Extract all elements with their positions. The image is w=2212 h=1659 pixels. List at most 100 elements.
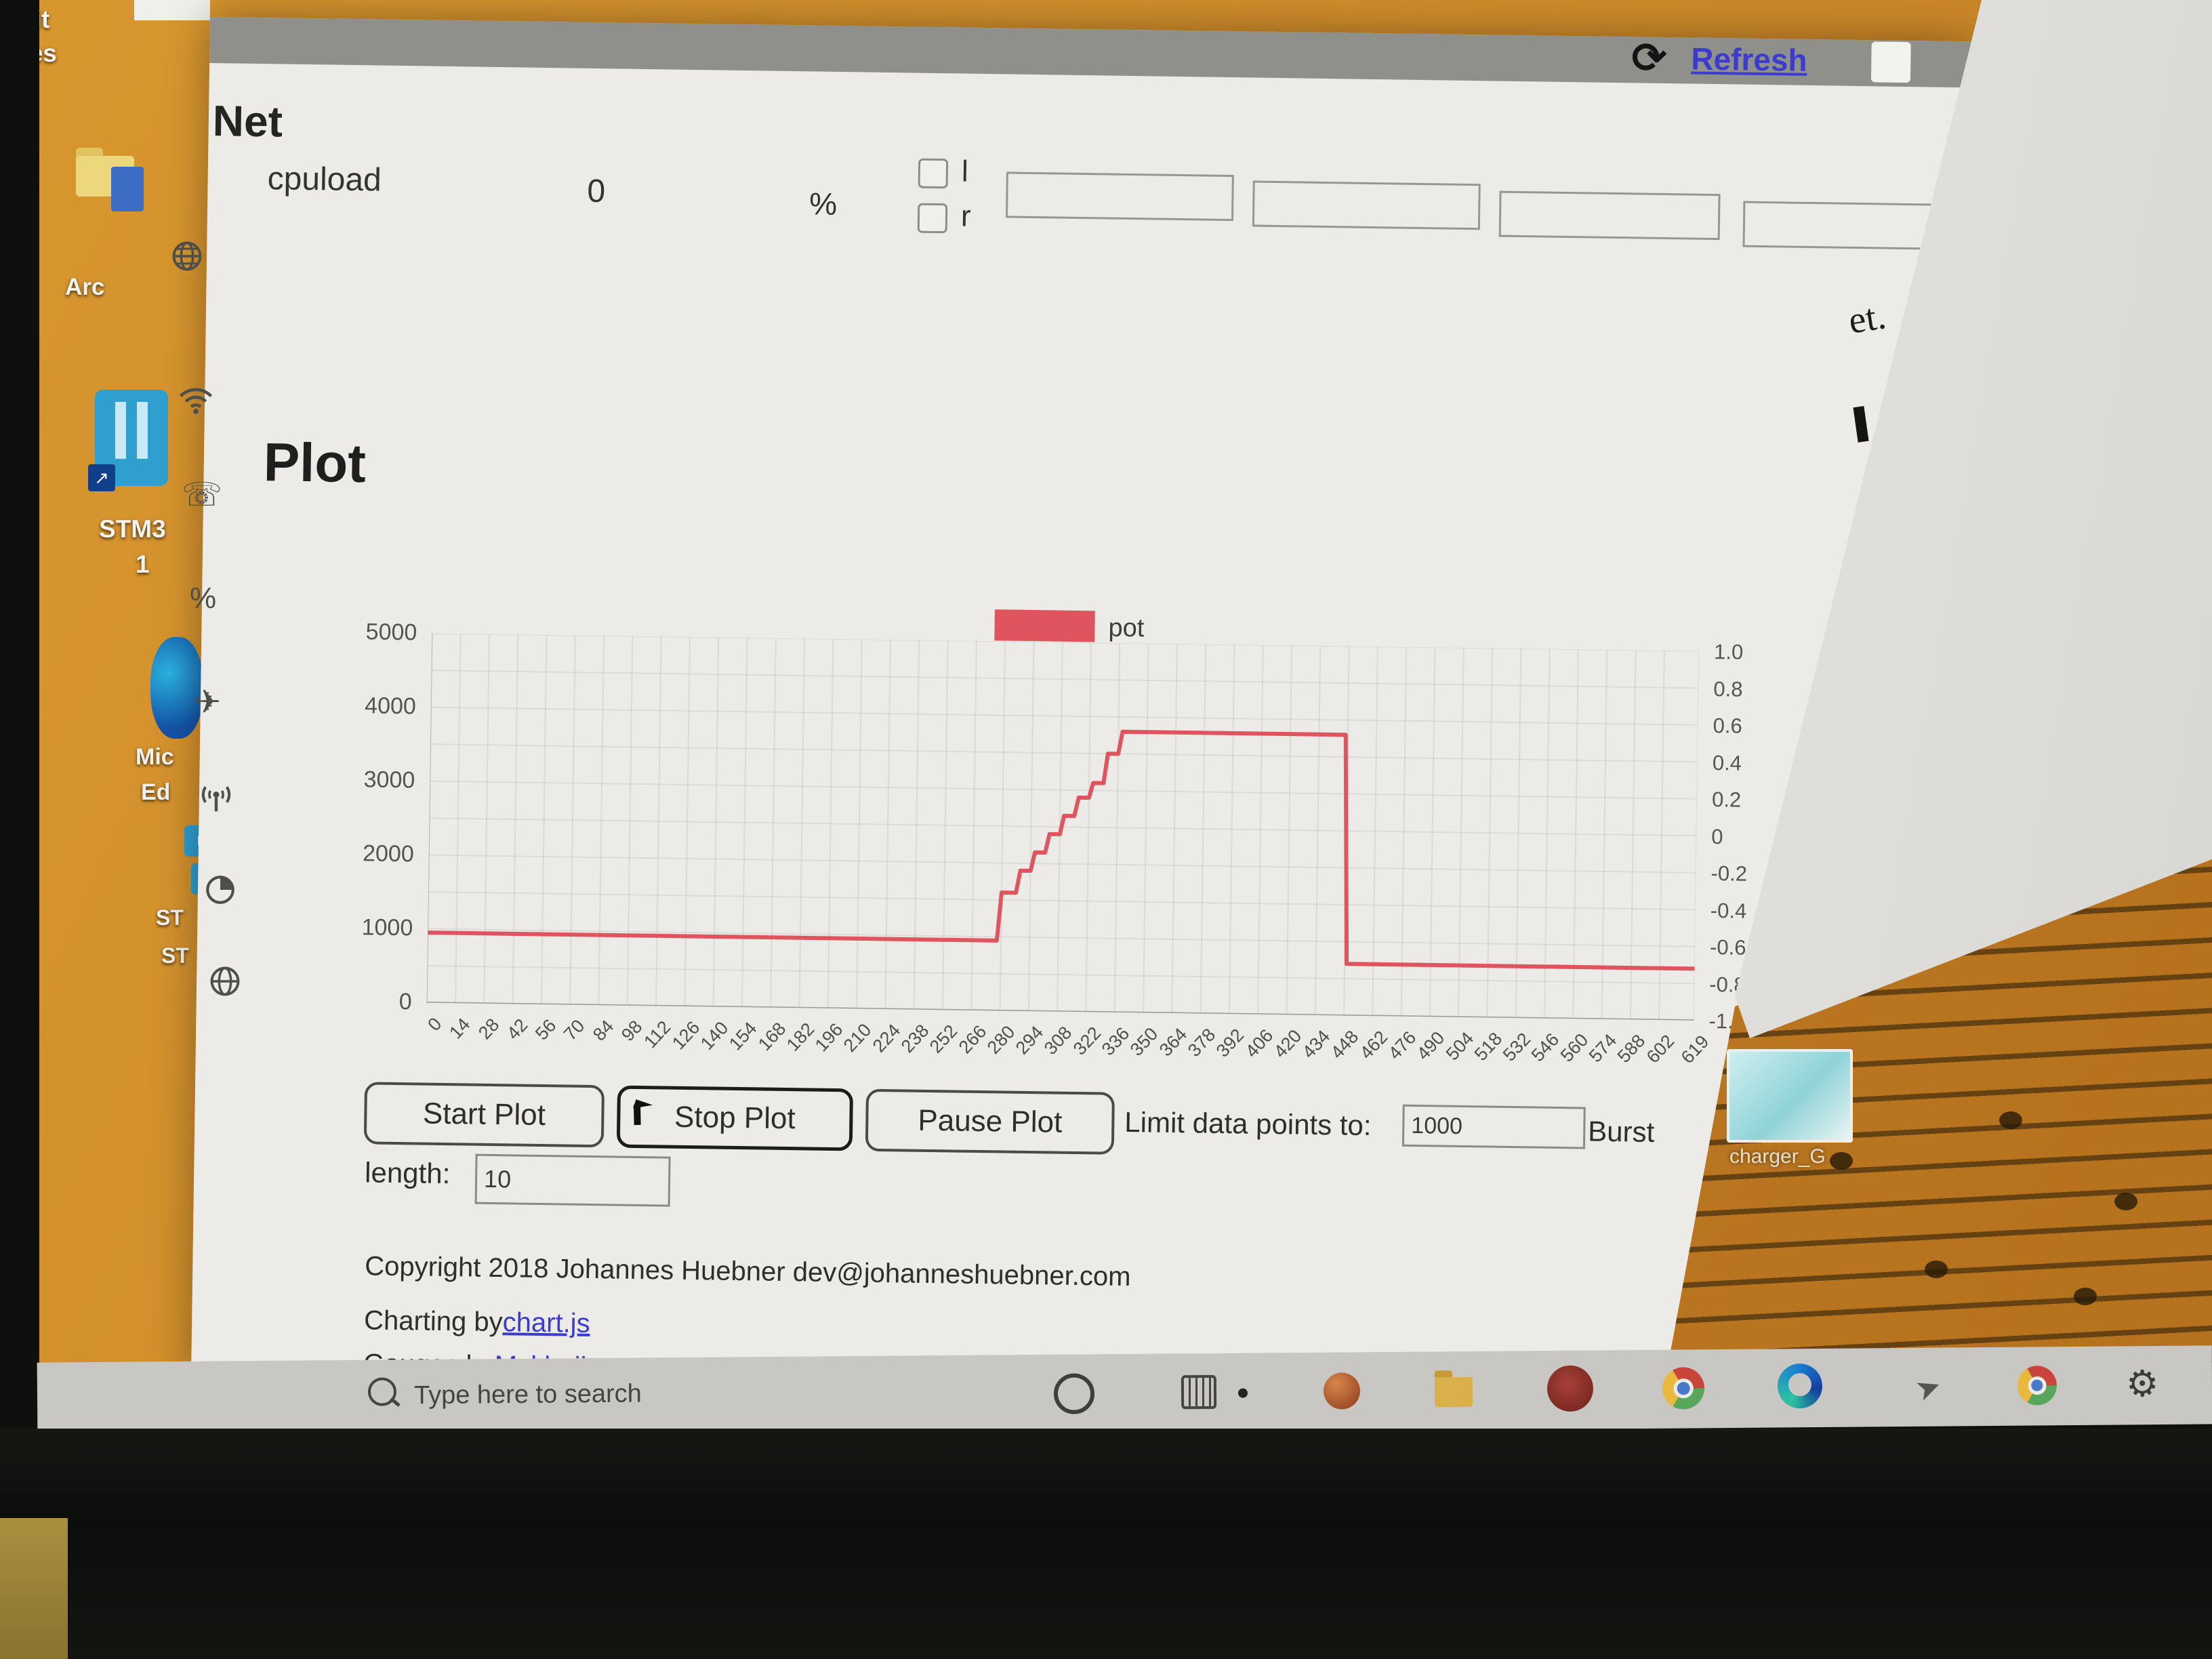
- task-view-icon[interactable]: [1181, 1374, 1217, 1410]
- icon-bar: [137, 402, 148, 459]
- background-object: [0, 1518, 68, 1659]
- checkbox-left[interactable]: [918, 158, 949, 189]
- yrtick-label: -0.4: [1710, 898, 1747, 923]
- phone-icon[interactable]: ☏: [182, 477, 223, 513]
- search-icon: [367, 1377, 397, 1406]
- value-input-3[interactable]: [1498, 190, 1721, 241]
- copyright-text: Copyright 2018 Johannes Huebner dev@joha…: [364, 1251, 1131, 1292]
- refresh-link[interactable]: Refresh: [1690, 41, 1807, 78]
- desktop-icon-label-mic[interactable]: Mic: [136, 744, 174, 770]
- page-title: Plot: [263, 432, 367, 494]
- ytick-label: 3000: [363, 766, 415, 794]
- ytick-label: 0: [398, 989, 413, 1015]
- xtick-label: 224: [868, 1020, 905, 1057]
- value-input-2[interactable]: [1252, 180, 1481, 230]
- xtick-label: 56: [531, 1015, 560, 1044]
- yrtick-label: 1.0: [1713, 640, 1744, 664]
- xtick-label: 504: [1441, 1027, 1477, 1065]
- cortana-icon[interactable]: [1053, 1373, 1095, 1414]
- desktop-icon-label-stm3-2[interactable]: 1: [136, 550, 150, 578]
- xtick-label: 518: [1470, 1028, 1507, 1065]
- xtick-label: 98: [617, 1016, 647, 1046]
- browser-page: ⟳ Refresh Net cpuload 0 % l r Plot pot 5…: [190, 17, 1972, 1412]
- edge-icon[interactable]: [1777, 1363, 1823, 1409]
- yrtick-label: 0.2: [1711, 787, 1742, 812]
- xtick-label: 294: [1011, 1022, 1048, 1059]
- xtick-label: 350: [1126, 1023, 1162, 1060]
- cursor-arrow-icon[interactable]: ➤: [1910, 1368, 1946, 1408]
- checkbox-right-label: r: [960, 199, 971, 233]
- legend-label: pot: [1108, 613, 1145, 643]
- xtick-label: 490: [1413, 1027, 1449, 1064]
- burst-label-part1: Burst: [1587, 1115, 1655, 1148]
- antenna-icon[interactable]: [198, 781, 234, 823]
- start-plot-button[interactable]: Start Plot: [363, 1082, 605, 1148]
- limit-data-points-input[interactable]: [1401, 1104, 1586, 1149]
- desktop-icon-label-stm3[interactable]: STM3: [99, 515, 166, 543]
- xtick-label: 434: [1298, 1025, 1334, 1063]
- stm32-app-icon[interactable]: ↗: [88, 390, 168, 491]
- folder-icon[interactable]: [76, 148, 144, 211]
- xtick-label: 532: [1498, 1029, 1535, 1065]
- refresh-icon[interactable]: ⟳: [1631, 35, 1667, 83]
- taskbar-search-input[interactable]: Type here to search: [413, 1379, 642, 1410]
- chart-canvas: [426, 633, 1700, 1021]
- globe-icon[interactable]: [207, 964, 243, 1007]
- document-icon: [111, 167, 144, 211]
- chrome-icon[interactable]: [2017, 1366, 2057, 1406]
- checkbox-left-label: l: [961, 155, 969, 188]
- red-browser-icon[interactable]: [1547, 1365, 1594, 1412]
- xtick-label: 182: [782, 1019, 819, 1055]
- xtick-label: 560: [1556, 1029, 1593, 1066]
- desktop-icon-label-ed[interactable]: Ed: [141, 779, 171, 805]
- edge-browser-icon[interactable]: [150, 637, 203, 739]
- burst-length-input[interactable]: [474, 1153, 671, 1207]
- xtick-label: 112: [640, 1017, 675, 1052]
- pie-chart-icon[interactable]: [203, 873, 237, 915]
- xtick-label: 364: [1155, 1024, 1191, 1061]
- xtick-label: 14: [445, 1014, 474, 1043]
- percent-icon[interactable]: %: [190, 581, 217, 615]
- checkbox-right[interactable]: [917, 203, 948, 234]
- chartjs-link[interactable]: chart.js: [502, 1307, 590, 1339]
- xtick-label: 378: [1183, 1024, 1220, 1061]
- screen-bezel: [0, 0, 39, 1659]
- xtick-label: 42: [502, 1015, 532, 1044]
- yrtick-label: 0.8: [1713, 676, 1743, 701]
- yrtick-label: 0.6: [1713, 714, 1742, 738]
- xtick-label: 619: [1677, 1031, 1713, 1068]
- wallpaper-photo-thumbnail: [1727, 1049, 1853, 1143]
- pause-plot-button[interactable]: Pause Plot: [865, 1088, 1115, 1155]
- settings-gear-icon[interactable]: ⚙: [2125, 1364, 2159, 1405]
- legend-swatch: [994, 609, 1095, 642]
- ytick-label: 5000: [365, 619, 417, 646]
- stop-plot-button[interactable]: Stop Plot: [616, 1085, 854, 1151]
- xtick-label: 266: [954, 1021, 991, 1058]
- chrome-icon[interactable]: [1662, 1367, 1705, 1410]
- xtick-label: 28: [474, 1014, 504, 1044]
- xtick-label: 280: [983, 1021, 1019, 1058]
- xtick-label: 588: [1614, 1030, 1650, 1067]
- xtick-label: 126: [668, 1017, 704, 1054]
- xtick-label: 154: [725, 1018, 761, 1054]
- desktop-icon-label-st2[interactable]: ST: [161, 943, 189, 968]
- paper-text-fragment: et.: [1845, 295, 1889, 342]
- xtick-label: 210: [840, 1019, 876, 1056]
- charting-prefix: Charting by: [363, 1305, 504, 1338]
- wifi-icon[interactable]: [178, 384, 214, 423]
- desktop-icon-label-arc[interactable]: Arc: [65, 274, 105, 300]
- desktop-icon-label-st1[interactable]: ST: [156, 905, 184, 930]
- file-explorer-icon[interactable]: [1434, 1376, 1473, 1408]
- value-input-1[interactable]: [1005, 171, 1234, 222]
- airplane-icon[interactable]: ✈: [194, 684, 222, 720]
- yrtick-label: 0.4: [1712, 750, 1742, 775]
- windows-start-button[interactable]: [281, 1382, 314, 1414]
- firefox-icon[interactable]: [1323, 1372, 1361, 1410]
- yrtick-label: 0: [1711, 824, 1723, 848]
- globe-icon[interactable]: [169, 239, 205, 282]
- tray-dot-icon[interactable]: [1237, 1388, 1248, 1398]
- plot-area: 5000 4000 3000 2000 1000 0 1.0 0.8 0.6 0.4 0.2 0 -0.…: [361, 619, 1747, 1067]
- laptop-body: [0, 1429, 2212, 1659]
- xtick-label: 196: [811, 1019, 847, 1056]
- xtick-label: 336: [1097, 1023, 1134, 1060]
